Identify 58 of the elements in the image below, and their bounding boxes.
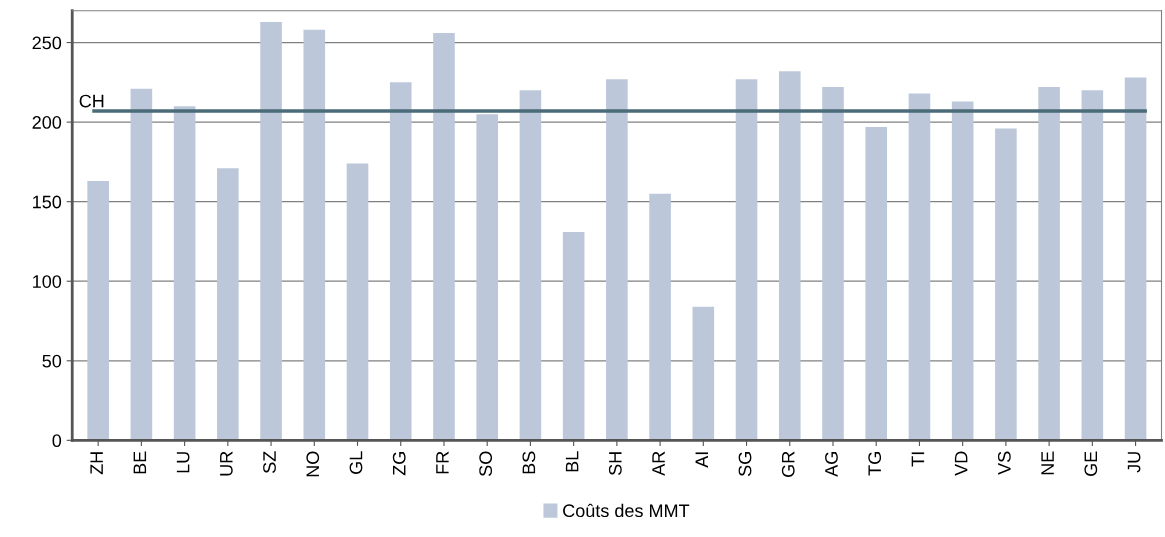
bar	[778, 71, 801, 441]
y-tick-label: 50	[42, 354, 62, 368]
x-tick-label: TG	[868, 452, 882, 476]
x-tick-label: FR	[436, 451, 449, 474]
bar	[1081, 90, 1104, 441]
x-tick-label: NE	[1041, 451, 1054, 475]
y-tick-label: 0	[52, 434, 62, 448]
y-tick-label: 100	[33, 275, 62, 288]
x-tick-label: BE	[133, 451, 147, 474]
x-tick-label: AG	[825, 452, 838, 477]
bar	[951, 101, 974, 441]
x-tick-label: JU	[1127, 452, 1141, 473]
bar	[865, 126, 888, 441]
y-tick-label: 200	[32, 116, 62, 129]
bar	[692, 306, 715, 441]
x-tick-label: LU	[176, 452, 190, 473]
bar	[562, 231, 585, 441]
bar	[260, 21, 282, 441]
x-tick-label: GR	[781, 451, 795, 477]
x-tick-label: SO	[479, 451, 493, 477]
x-tick-label: SZ	[263, 451, 276, 474]
bar	[433, 33, 455, 441]
x-tick-label: ZG	[392, 452, 406, 476]
bar	[1038, 87, 1060, 441]
ref-line-label: CH	[79, 94, 104, 108]
x-tick-label: VS	[997, 451, 1011, 475]
x-tick-label: NO	[306, 451, 320, 477]
bar	[995, 128, 1017, 441]
x-tick-label: AI	[695, 452, 708, 468]
y-tick-label: 150	[33, 195, 62, 209]
x-tick-label: BL	[565, 451, 579, 472]
x-tick-label: VD	[954, 451, 968, 476]
bar	[822, 87, 844, 441]
bar	[1124, 77, 1147, 441]
bar	[649, 193, 671, 441]
bar	[908, 93, 931, 441]
x-tick-label: SH	[608, 452, 622, 476]
bar	[389, 82, 412, 441]
x-tick-label: UR	[220, 451, 233, 476]
bar	[173, 106, 196, 441]
x-tick-label: SG	[738, 452, 752, 477]
bar	[346, 163, 369, 441]
bar	[217, 168, 239, 441]
bar	[476, 114, 498, 441]
x-tick-label: GL	[349, 451, 363, 474]
y-tick-label: 250	[32, 36, 62, 50]
bar	[130, 88, 153, 441]
x-tick-label: AR	[652, 451, 665, 476]
x-tick-label: BS	[522, 451, 536, 474]
bar	[87, 180, 109, 441]
x-tick-label: ZH	[90, 452, 103, 475]
x-tick-label: GE	[1084, 451, 1098, 476]
bar	[303, 29, 326, 441]
x-tick-label: TI	[911, 452, 925, 467]
legend-label: Coûts des MMT	[563, 503, 690, 518]
bar	[519, 90, 542, 441]
bar	[606, 79, 628, 441]
bar	[735, 79, 758, 441]
